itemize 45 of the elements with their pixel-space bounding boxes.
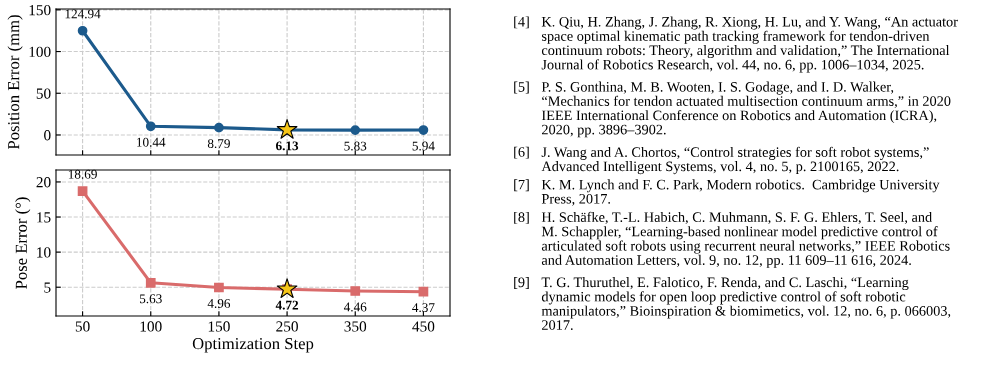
x-tick-label: 50 (75, 321, 90, 332)
point (214, 122, 224, 133)
y-tick-label: 5 (44, 282, 51, 293)
x-tick-label: 450 (412, 321, 435, 332)
y-tick-label: 10 (37, 247, 51, 258)
data-label: 4.96 (207, 299, 231, 308)
x-tick-label: 250 (276, 321, 298, 332)
y-axis-title: Pose Error (°) (15, 197, 31, 289)
point (418, 286, 429, 297)
x-axis-title: Optimization Step (192, 338, 314, 353)
text: [4] K. Qiu, H. Zhang, J. Zhang, R. Xiong, H. Lu, and Y. Wang, “An actuator space optimal kinematic path tracking framework for tendon-driven continuum robots: Theory, algorithm and validation,” The International Journal of Robotics Research, vol. 44, no. 6, pp. 1006–1034, 2025. (514, 16, 958, 73)
text: [7] K. M. Lynch and F. C. Park, Modern robotics. Cambridge University Press, 2017. (514, 179, 940, 206)
data-label: 6.13 (275, 141, 299, 151)
y-tick-label: 0 (44, 130, 51, 141)
x-tick-label: 350 (344, 321, 367, 332)
data-label: 8.79 (207, 139, 230, 149)
data-label: 10.44 (137, 137, 166, 147)
data-label: 4.46 (343, 302, 367, 312)
data-label: 4.37 (412, 303, 435, 313)
point (350, 125, 361, 135)
y-axis-title: Position Error (mm) (7, 15, 23, 150)
text: [5] P. S. Gonthina, M. B. Wooten, I. S. Godage, and I. D. Walker, “Mechanics for tendon actuated multisection continuum arms,” in 2020 IEEE International Conference on Robotics and Automation (ICRA), 2020, pp. 3896–3902. (514, 81, 951, 138)
point (418, 125, 429, 135)
data-label: 124.94 (65, 9, 101, 19)
point (214, 282, 224, 293)
point (145, 121, 156, 132)
data-label: 4.72 (275, 300, 299, 310)
text: [6] J. Wang and A. Chortos, “Control strategies for soft robot systems,” Advanced Intelligent Systems, vol. 4, no. 5, p. 2100165, 2022. (514, 146, 929, 175)
text: [8] H. Schäfke, T.-L. Habich, C. Muhmann, S. F. G. Ehlers, T. Seel, and M. Schappler, “Learning-based nonlinear model predictive control of articulated soft robots using recurrent neural networks,” IEEE Robotics and Automation Letters, vol. 9, no. 12, pp. 11 609–11 616, 2024. (514, 211, 950, 268)
data-label: 5.83 (344, 141, 367, 151)
y-tick-label: 50 (36, 88, 51, 99)
x-tick-label: 150 (208, 321, 230, 332)
y-tick-label: 150 (29, 4, 51, 16)
y-tick-label: 20 (36, 177, 51, 188)
text: [9] T. G. Thuruthel, E. Falotico, F. Renda, and C. Laschi, “Learning dynamic models for open loop predictive control of soft robotic manipulators,” Bioinspiration & biomimetics, vol. 12, no. 6, p. 066003, 2017. (514, 277, 951, 330)
y-tick-label: 100 (29, 46, 51, 57)
point (350, 286, 361, 296)
x-tick-label: 100 (140, 321, 162, 332)
point (77, 186, 88, 196)
data-label: 5.94 (412, 141, 435, 151)
y-tick-label: 15 (37, 212, 51, 223)
point (77, 25, 88, 36)
data-label: 5.63 (139, 294, 162, 304)
data-label: 18.69 (68, 169, 97, 179)
point (145, 277, 156, 288)
